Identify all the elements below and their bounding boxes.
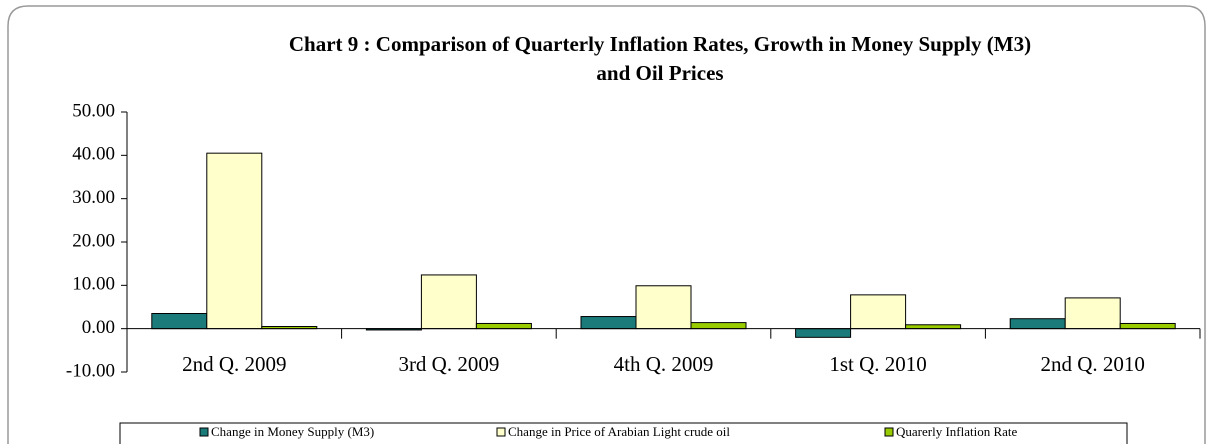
legend-label: Change in Price of Arabian Light crude o… — [508, 424, 730, 439]
bar — [151, 313, 208, 330]
bar — [795, 328, 852, 338]
y-tick-label: 10.00 — [72, 274, 115, 295]
y-tick-label: 0.00 — [82, 317, 115, 338]
bar — [475, 322, 532, 330]
chart-title: Chart 9 : Comparison of Quarterly Inflat… — [289, 32, 1031, 56]
bar — [1119, 322, 1176, 330]
chart-title: and Oil Prices — [596, 61, 723, 85]
legend-label: Quarerly Inflation Rate — [896, 424, 1018, 439]
legend-marker — [884, 427, 894, 437]
bar — [1064, 297, 1121, 330]
y-tick-label: 50.00 — [72, 100, 115, 121]
x-tick-label: 2nd Q. 2009 — [182, 352, 286, 376]
legend-label: Change in Money Supply (M3) — [211, 424, 374, 439]
x-tick-label: 3rd Q. 2009 — [398, 352, 499, 376]
bar — [690, 322, 747, 330]
bar — [206, 152, 263, 330]
bar — [905, 324, 962, 330]
bar — [635, 285, 692, 330]
bar — [580, 316, 637, 330]
x-tick-label: 2nd Q. 2010 — [1040, 352, 1144, 376]
bar — [420, 274, 477, 330]
y-tick-label: 40.00 — [72, 144, 115, 165]
x-tick-label: 1st Q. 2010 — [829, 352, 926, 376]
bar — [1009, 318, 1066, 330]
legend-marker — [199, 427, 209, 437]
legend-box — [119, 422, 1128, 444]
y-tick-label: 30.00 — [72, 187, 115, 208]
chart-border — [7, 5, 1206, 444]
legend-marker — [496, 427, 506, 437]
y-tick-label: -10.00 — [66, 360, 115, 381]
x-tick-label: 4th Q. 2009 — [614, 352, 714, 376]
y-tick-label: 20.00 — [72, 230, 115, 251]
bar — [850, 294, 907, 330]
